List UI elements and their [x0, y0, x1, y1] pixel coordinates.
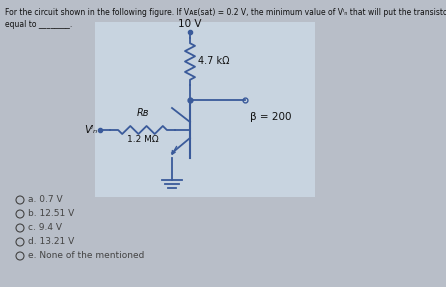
Text: b. 12.51 V: b. 12.51 V — [28, 210, 74, 218]
Text: 10 V: 10 V — [178, 19, 202, 29]
Text: a. 0.7 V: a. 0.7 V — [28, 195, 62, 205]
Text: c. 9.4 V: c. 9.4 V — [28, 224, 62, 232]
Text: d. 13.21 V: d. 13.21 V — [28, 238, 74, 247]
Text: Vᴵₙ: Vᴵₙ — [84, 125, 97, 135]
Text: β = 200: β = 200 — [250, 112, 292, 122]
FancyBboxPatch shape — [95, 22, 315, 197]
Text: equal to ________.: equal to ________. — [5, 20, 72, 29]
Text: 1.2 MΩ: 1.2 MΩ — [127, 135, 158, 144]
Text: 4.7 kΩ: 4.7 kΩ — [198, 57, 230, 67]
Text: For the circuit shown in the following figure. If Vᴀᴇ(sat) = 0.2 V, the minimum : For the circuit shown in the following f… — [5, 8, 446, 17]
Text: Rʙ: Rʙ — [136, 108, 149, 118]
Text: e. None of the mentioned: e. None of the mentioned — [28, 251, 145, 261]
